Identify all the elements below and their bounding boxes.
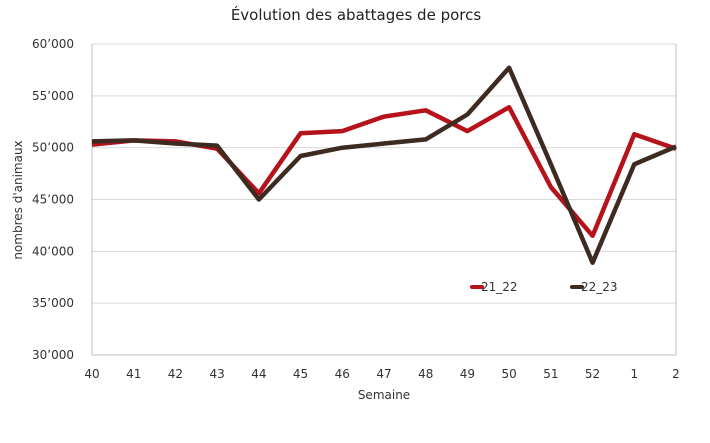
y-tick-label: 35’000 [32,296,74,310]
x-tick-label: 47 [376,367,391,381]
y-tick-label: 50’000 [32,141,74,155]
x-tick-label: 46 [335,367,350,381]
x-tick-label: 2 [672,367,680,381]
series-line-21-22 [91,104,677,239]
x-tick-labels: 40 41 42 43 44 45 46 47 48 49 50 51 52 1 2 [84,367,679,381]
y-tick-label: 60’000 [32,37,74,51]
x-tick-label: 50 [502,367,517,381]
series-lines [91,65,677,265]
x-tick-label: 41 [126,367,141,381]
x-tick-label: 43 [210,367,225,381]
x-tick-label: 44 [251,367,266,381]
series-line-22-23 [91,65,677,265]
y-axis-label: nombres d'animaux [11,140,25,259]
x-tick-label: 52 [585,367,600,381]
x-tick-label: 49 [460,367,475,381]
y-tick-label: 40’000 [32,244,74,258]
chart-title: Évolution des abattages de porcs [231,5,482,24]
legend-label: 21_22 [481,280,518,294]
x-tick-label: 40 [84,367,99,381]
axes [91,44,677,356]
x-tick-label: 45 [293,367,308,381]
x-tick-label: 42 [168,367,183,381]
y-tick-labels: 30’000 35’000 40’000 45’000 50’000 55’000 60’0… [32,37,74,362]
x-tick-label: 48 [418,367,433,381]
grid-lines [92,43,676,356]
x-tick-label: 51 [543,367,558,381]
x-axis-label: Semaine [358,388,410,402]
y-tick-label: 55’000 [32,89,74,103]
y-tick-label: 30’000 [32,348,74,362]
y-tick-label: 45’000 [32,193,74,207]
x-tick-label: 1 [630,367,638,381]
legend: 21_22 22_23 [470,280,618,294]
legend-label: 22_23 [581,280,618,294]
